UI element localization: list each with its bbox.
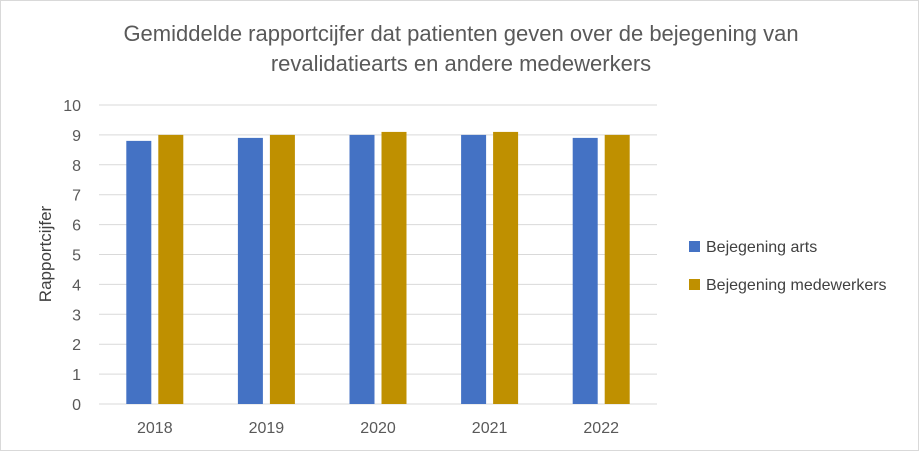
- y-tick-label: 5: [72, 248, 81, 265]
- y-axis-title: Rapportcijfer: [36, 205, 55, 302]
- chart-title: Gemiddelde rapportcijfer dat patienten g…: [1, 19, 919, 79]
- legend-label: Bejegening arts: [706, 239, 817, 256]
- bar-2021-series-2: [493, 131, 519, 404]
- bar-2018-series-2: [158, 134, 184, 404]
- y-tick-label: 8: [72, 158, 81, 175]
- bar-2020-series-1: [349, 134, 375, 404]
- chart-title-line-2: revalidatiearts en andere medewerkers: [270, 51, 652, 76]
- bar-2020-series-2: [381, 131, 407, 404]
- y-tick-label: 6: [72, 218, 81, 235]
- x-tick-label: 2019: [249, 420, 285, 437]
- y-tick-label: 10: [63, 98, 81, 115]
- bar-2018-series-1: [126, 140, 152, 404]
- y-tick-label: 1: [72, 367, 81, 384]
- y-tick-label: 0: [72, 397, 81, 414]
- bar-2022-series-1: [572, 137, 598, 404]
- bar-2021-series-1: [461, 134, 487, 404]
- legend-swatch: [689, 279, 700, 290]
- y-tick-label: 7: [72, 188, 81, 205]
- legend-swatch: [689, 241, 700, 252]
- x-tick-label: 2018: [137, 420, 173, 437]
- bar-2019-series-1: [237, 137, 263, 404]
- y-tick-label: 9: [72, 128, 81, 145]
- x-tick-label: 2020: [360, 420, 396, 437]
- y-tick-label: 3: [72, 307, 81, 324]
- gridlines: [99, 104, 657, 405]
- x-tick-label: 2021: [472, 420, 508, 437]
- y-tick-label: 4: [72, 277, 81, 294]
- chart-title-line-1: Gemiddelde rapportcijfer dat patienten g…: [123, 21, 799, 46]
- y-tick-labels: 0 1 2 3 4 5 6 7 8 9 10: [63, 98, 81, 414]
- bar-2022-series-2: [604, 134, 630, 404]
- y-tick-label: 2: [72, 337, 81, 354]
- bar-2019-series-2: [269, 134, 295, 404]
- bars: [126, 131, 630, 404]
- x-tick-labels: 2018 2019 2020 2021 2022: [137, 420, 619, 437]
- legend-label: Bejegening medewerkers: [706, 277, 887, 294]
- legend: Bejegening arts Bejegening medewerkers: [689, 239, 887, 294]
- x-tick-label: 2022: [583, 420, 619, 437]
